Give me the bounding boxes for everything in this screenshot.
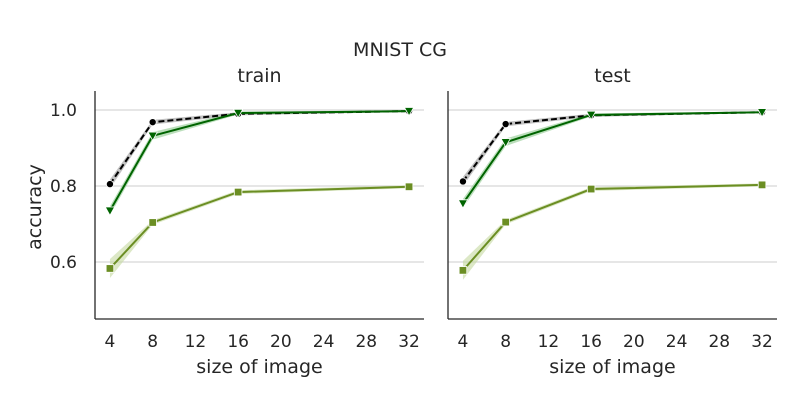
data-point	[757, 180, 767, 190]
x-tick-label: 24	[666, 332, 688, 352]
x-tick-label: 8	[147, 332, 158, 352]
panel-test: test 4 8 12 16 20 24 28 32 size of image	[447, 65, 777, 378]
x-tick-label: 20	[270, 332, 292, 352]
x-tick-label: 28	[355, 332, 377, 352]
series-olive-band	[109, 185, 410, 278]
data-point	[404, 182, 414, 191]
x-axis-label: size of image	[549, 356, 675, 378]
data-point	[148, 118, 157, 127]
data-point	[756, 108, 768, 118]
series-green-band	[109, 110, 410, 216]
data-point	[233, 187, 243, 197]
y-tick-label: 0.8	[50, 177, 77, 197]
x-tick-label: 20	[623, 332, 645, 352]
data-point	[457, 199, 469, 209]
data-point	[147, 131, 158, 142]
x-tick-label: 12	[185, 332, 207, 352]
panel-title: test	[594, 65, 631, 87]
data-point	[501, 120, 510, 129]
x-tick-label: 8	[500, 332, 511, 352]
x-tick-label: 12	[538, 332, 560, 352]
series-olive-line	[109, 185, 410, 270]
data-point	[500, 138, 511, 148]
data-point	[458, 177, 467, 186]
data-point	[105, 264, 115, 273]
data-point	[232, 108, 244, 119]
data-point	[458, 266, 468, 275]
y-axis-label: accuracy	[24, 164, 46, 250]
x-tick-label: 4	[105, 332, 116, 352]
y-tick-label: 1.0	[50, 101, 77, 121]
series-olive-line	[462, 183, 763, 272]
data-point	[585, 110, 597, 121]
panels: train 4 8 12 16 20 24 28 32 0.6 0.8 1.0 size of imag…	[50, 65, 777, 378]
data-point	[105, 180, 114, 189]
figure-title: MNIST CG	[353, 39, 447, 61]
data-point	[403, 107, 415, 117]
x-tick-label: 24	[313, 332, 335, 352]
panel-train: train 4 8 12 16 20 24 28 32 0.6 0.8 1.0 size of imag…	[50, 65, 424, 378]
data-point	[586, 184, 596, 194]
x-tick-label: 28	[708, 332, 730, 352]
series-olive-band	[462, 183, 763, 280]
x-tick-label: 32	[751, 332, 773, 352]
data-point	[148, 218, 157, 227]
data-point	[501, 217, 510, 227]
series-green-line	[109, 110, 410, 212]
y-tick-label: 0.6	[50, 253, 77, 273]
data-point	[104, 206, 116, 217]
series-green-line	[462, 111, 763, 205]
x-tick-label: 16	[580, 332, 602, 352]
x-axis-label: size of image	[196, 356, 322, 378]
x-tick-label: 4	[458, 332, 469, 352]
x-tick-label: 32	[398, 332, 420, 352]
x-tick-label: 16	[227, 332, 249, 352]
panel-title: train	[237, 65, 281, 87]
